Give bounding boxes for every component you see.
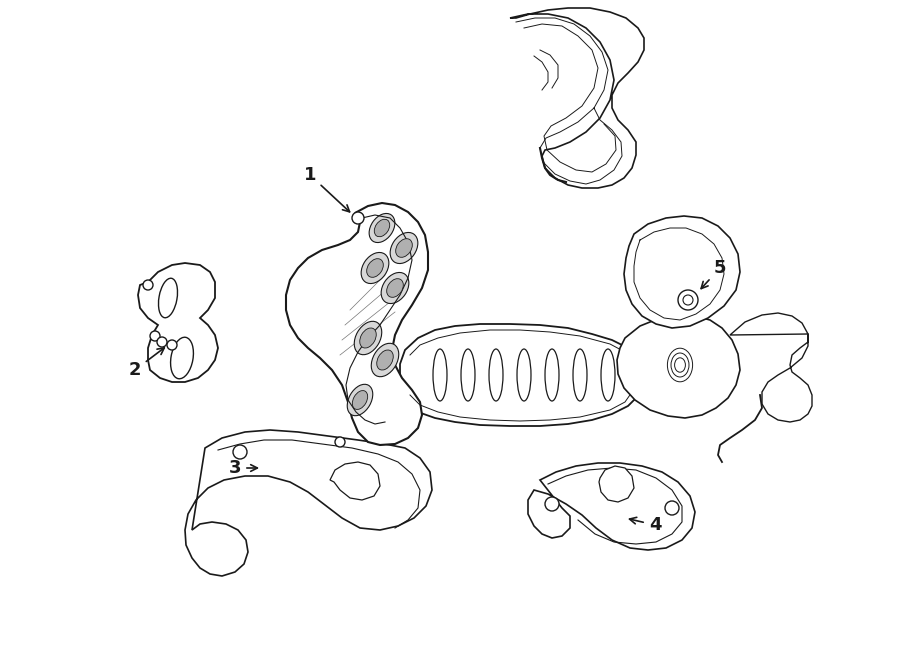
Ellipse shape [361,253,389,284]
Polygon shape [138,263,218,382]
Circle shape [233,445,247,459]
Circle shape [545,497,559,511]
Ellipse shape [158,278,177,318]
Circle shape [683,295,693,305]
Ellipse shape [369,214,395,243]
Ellipse shape [360,328,376,348]
Polygon shape [617,315,740,418]
Text: 4: 4 [629,516,661,534]
Text: 3: 3 [229,459,257,477]
Circle shape [157,337,167,347]
Ellipse shape [391,233,418,264]
Polygon shape [599,466,634,502]
Polygon shape [330,462,380,500]
Text: 5: 5 [701,259,726,289]
Ellipse shape [387,279,403,297]
Circle shape [150,331,160,341]
Circle shape [678,290,698,310]
Polygon shape [528,463,695,550]
Polygon shape [400,324,644,426]
Polygon shape [286,203,428,445]
Polygon shape [624,216,740,328]
Polygon shape [730,313,812,422]
Ellipse shape [374,219,390,237]
Ellipse shape [171,337,194,379]
Ellipse shape [377,350,393,370]
Circle shape [352,212,364,224]
Text: 1: 1 [304,166,349,212]
Ellipse shape [352,391,368,409]
Ellipse shape [396,239,412,257]
Ellipse shape [355,321,382,355]
Ellipse shape [372,343,399,377]
Text: 2: 2 [129,348,165,379]
Circle shape [143,280,153,290]
Circle shape [167,340,177,350]
Polygon shape [185,430,432,576]
Ellipse shape [366,258,383,278]
Circle shape [665,501,679,515]
Ellipse shape [382,272,409,303]
Ellipse shape [347,384,373,416]
Polygon shape [510,8,644,188]
Circle shape [335,437,345,447]
